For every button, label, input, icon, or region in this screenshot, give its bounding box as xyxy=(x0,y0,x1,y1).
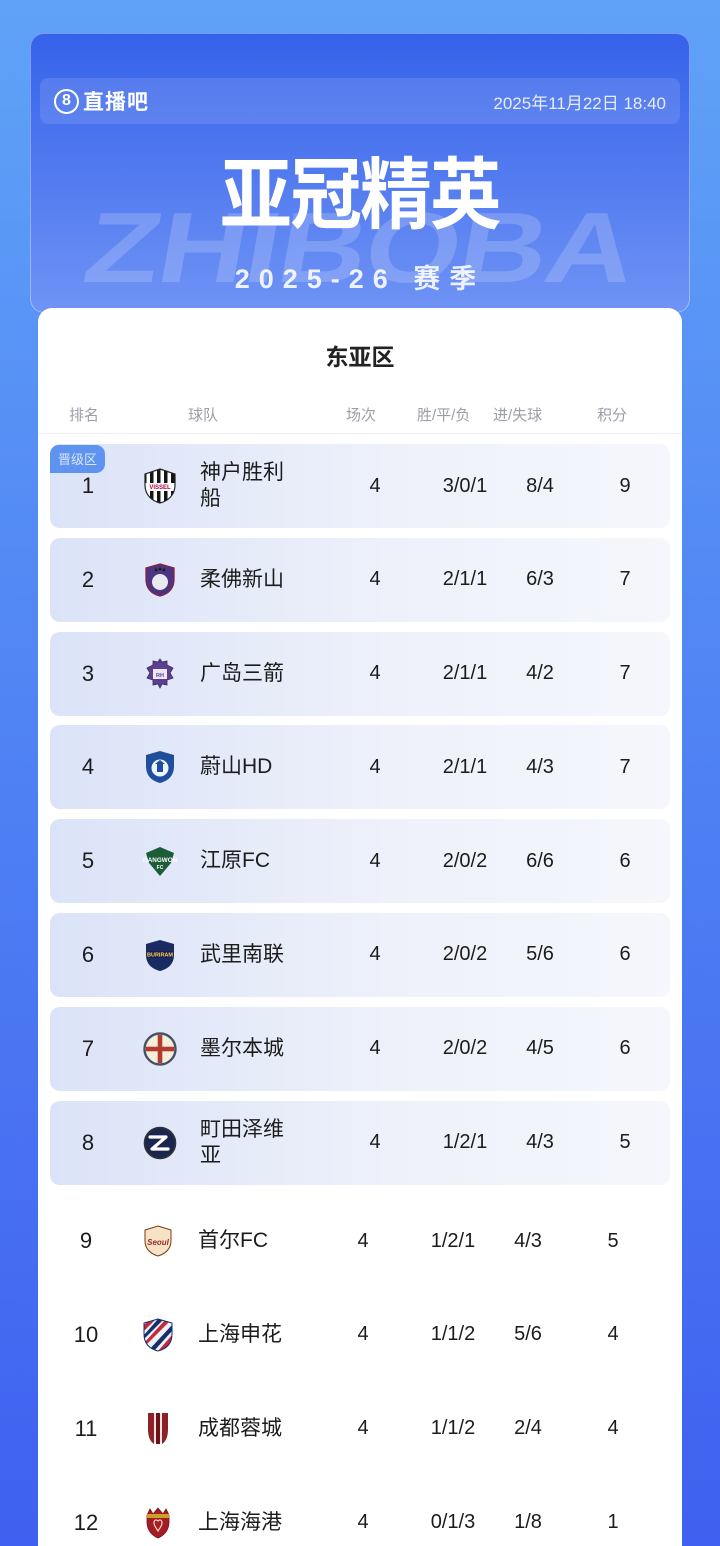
svg-text:FC: FC xyxy=(157,865,164,871)
svg-text:VISSEL: VISSEL xyxy=(149,485,171,491)
svg-text:BURIRAM: BURIRAM xyxy=(147,952,173,958)
svg-text:RH: RH xyxy=(156,673,164,679)
svg-text:Seoul: Seoul xyxy=(147,1238,170,1247)
svg-text:GANGWON: GANGWON xyxy=(143,857,178,864)
